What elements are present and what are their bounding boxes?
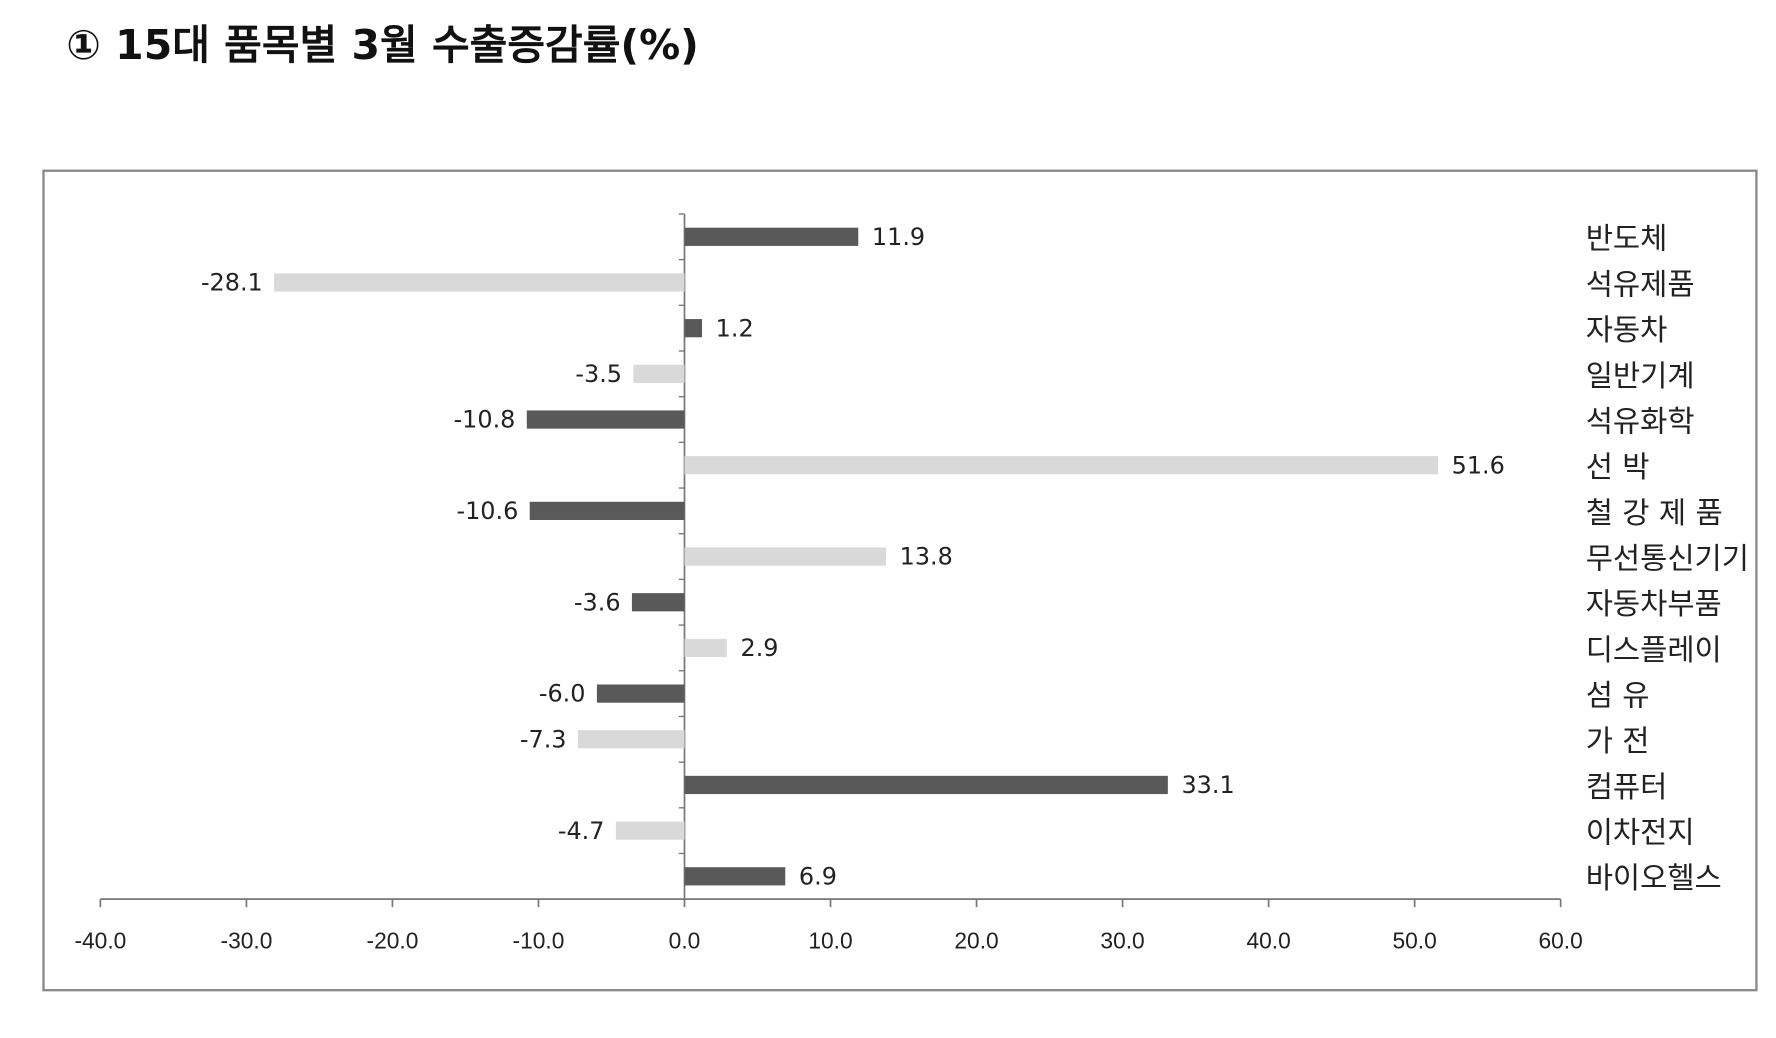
value-label: -6.0 xyxy=(539,680,586,708)
bar xyxy=(631,593,685,612)
bar xyxy=(684,227,859,246)
bar xyxy=(529,501,685,520)
value-label: 51.6 xyxy=(1452,451,1505,479)
value-label: -3.6 xyxy=(574,588,621,616)
bar xyxy=(684,319,703,338)
value-label: 11.9 xyxy=(872,223,925,251)
bar xyxy=(615,821,685,840)
bar xyxy=(684,547,887,566)
x-tick-label: 40.0 xyxy=(1246,927,1290,953)
bar xyxy=(684,867,786,886)
category-label: 석유제품 xyxy=(1586,267,1695,301)
bar xyxy=(633,364,685,383)
category-label: 선 박 xyxy=(1586,450,1650,484)
category-label: 컴퓨터 xyxy=(1586,770,1668,804)
category-label: 반도체 xyxy=(1586,222,1668,256)
category-label: 무선통신기기 xyxy=(1586,541,1749,575)
category-label: 가 전 xyxy=(1586,724,1650,758)
x-tick-label: -20.0 xyxy=(367,927,419,953)
category-label: 일반기계 xyxy=(1586,359,1695,393)
value-label: -28.1 xyxy=(201,269,263,297)
x-tick-label: -30.0 xyxy=(220,927,272,953)
category-label: 바이오헬스 xyxy=(1586,861,1722,895)
bar xyxy=(596,684,685,703)
bar xyxy=(684,638,727,658)
plot-frame xyxy=(42,169,1758,992)
bar xyxy=(526,410,685,429)
x-tick-label: 0.0 xyxy=(669,927,701,953)
category-label: 석유화학 xyxy=(1586,404,1695,438)
value-label: -10.6 xyxy=(457,497,519,525)
category-label: 디스플레이 xyxy=(1586,633,1722,667)
x-tick-label: 50.0 xyxy=(1392,927,1436,953)
category-label: 자동차 xyxy=(1586,313,1668,347)
x-tick-label: 10.0 xyxy=(808,927,852,953)
value-label: -3.5 xyxy=(575,360,622,388)
x-tick-label: 60.0 xyxy=(1539,927,1583,953)
value-label: 1.2 xyxy=(716,314,754,342)
value-label: -7.3 xyxy=(520,725,567,753)
x-tick-label: 30.0 xyxy=(1100,927,1144,953)
category-label: 자동차부품 xyxy=(1586,587,1722,621)
value-label: 33.1 xyxy=(1182,771,1235,799)
value-label: 6.9 xyxy=(799,862,837,890)
x-tick-label: -40.0 xyxy=(74,927,126,953)
category-label: 이차전지 xyxy=(1586,816,1695,850)
bar xyxy=(684,456,1438,475)
chart-title: ① 15대 품목별 3월 수출증감률(%) xyxy=(66,21,699,69)
x-tick-label: -10.0 xyxy=(513,927,565,953)
bar xyxy=(274,273,685,292)
value-label: 2.9 xyxy=(741,634,779,662)
value-label: -4.7 xyxy=(558,817,605,845)
category-label: 철 강 제 품 xyxy=(1586,496,1723,530)
value-label: -10.8 xyxy=(454,406,516,434)
bar xyxy=(684,775,1168,795)
x-tick-label: 20.0 xyxy=(954,927,998,953)
category-label: 섬 유 xyxy=(1586,679,1650,713)
value-label: 13.8 xyxy=(900,543,953,571)
bar xyxy=(577,730,685,749)
